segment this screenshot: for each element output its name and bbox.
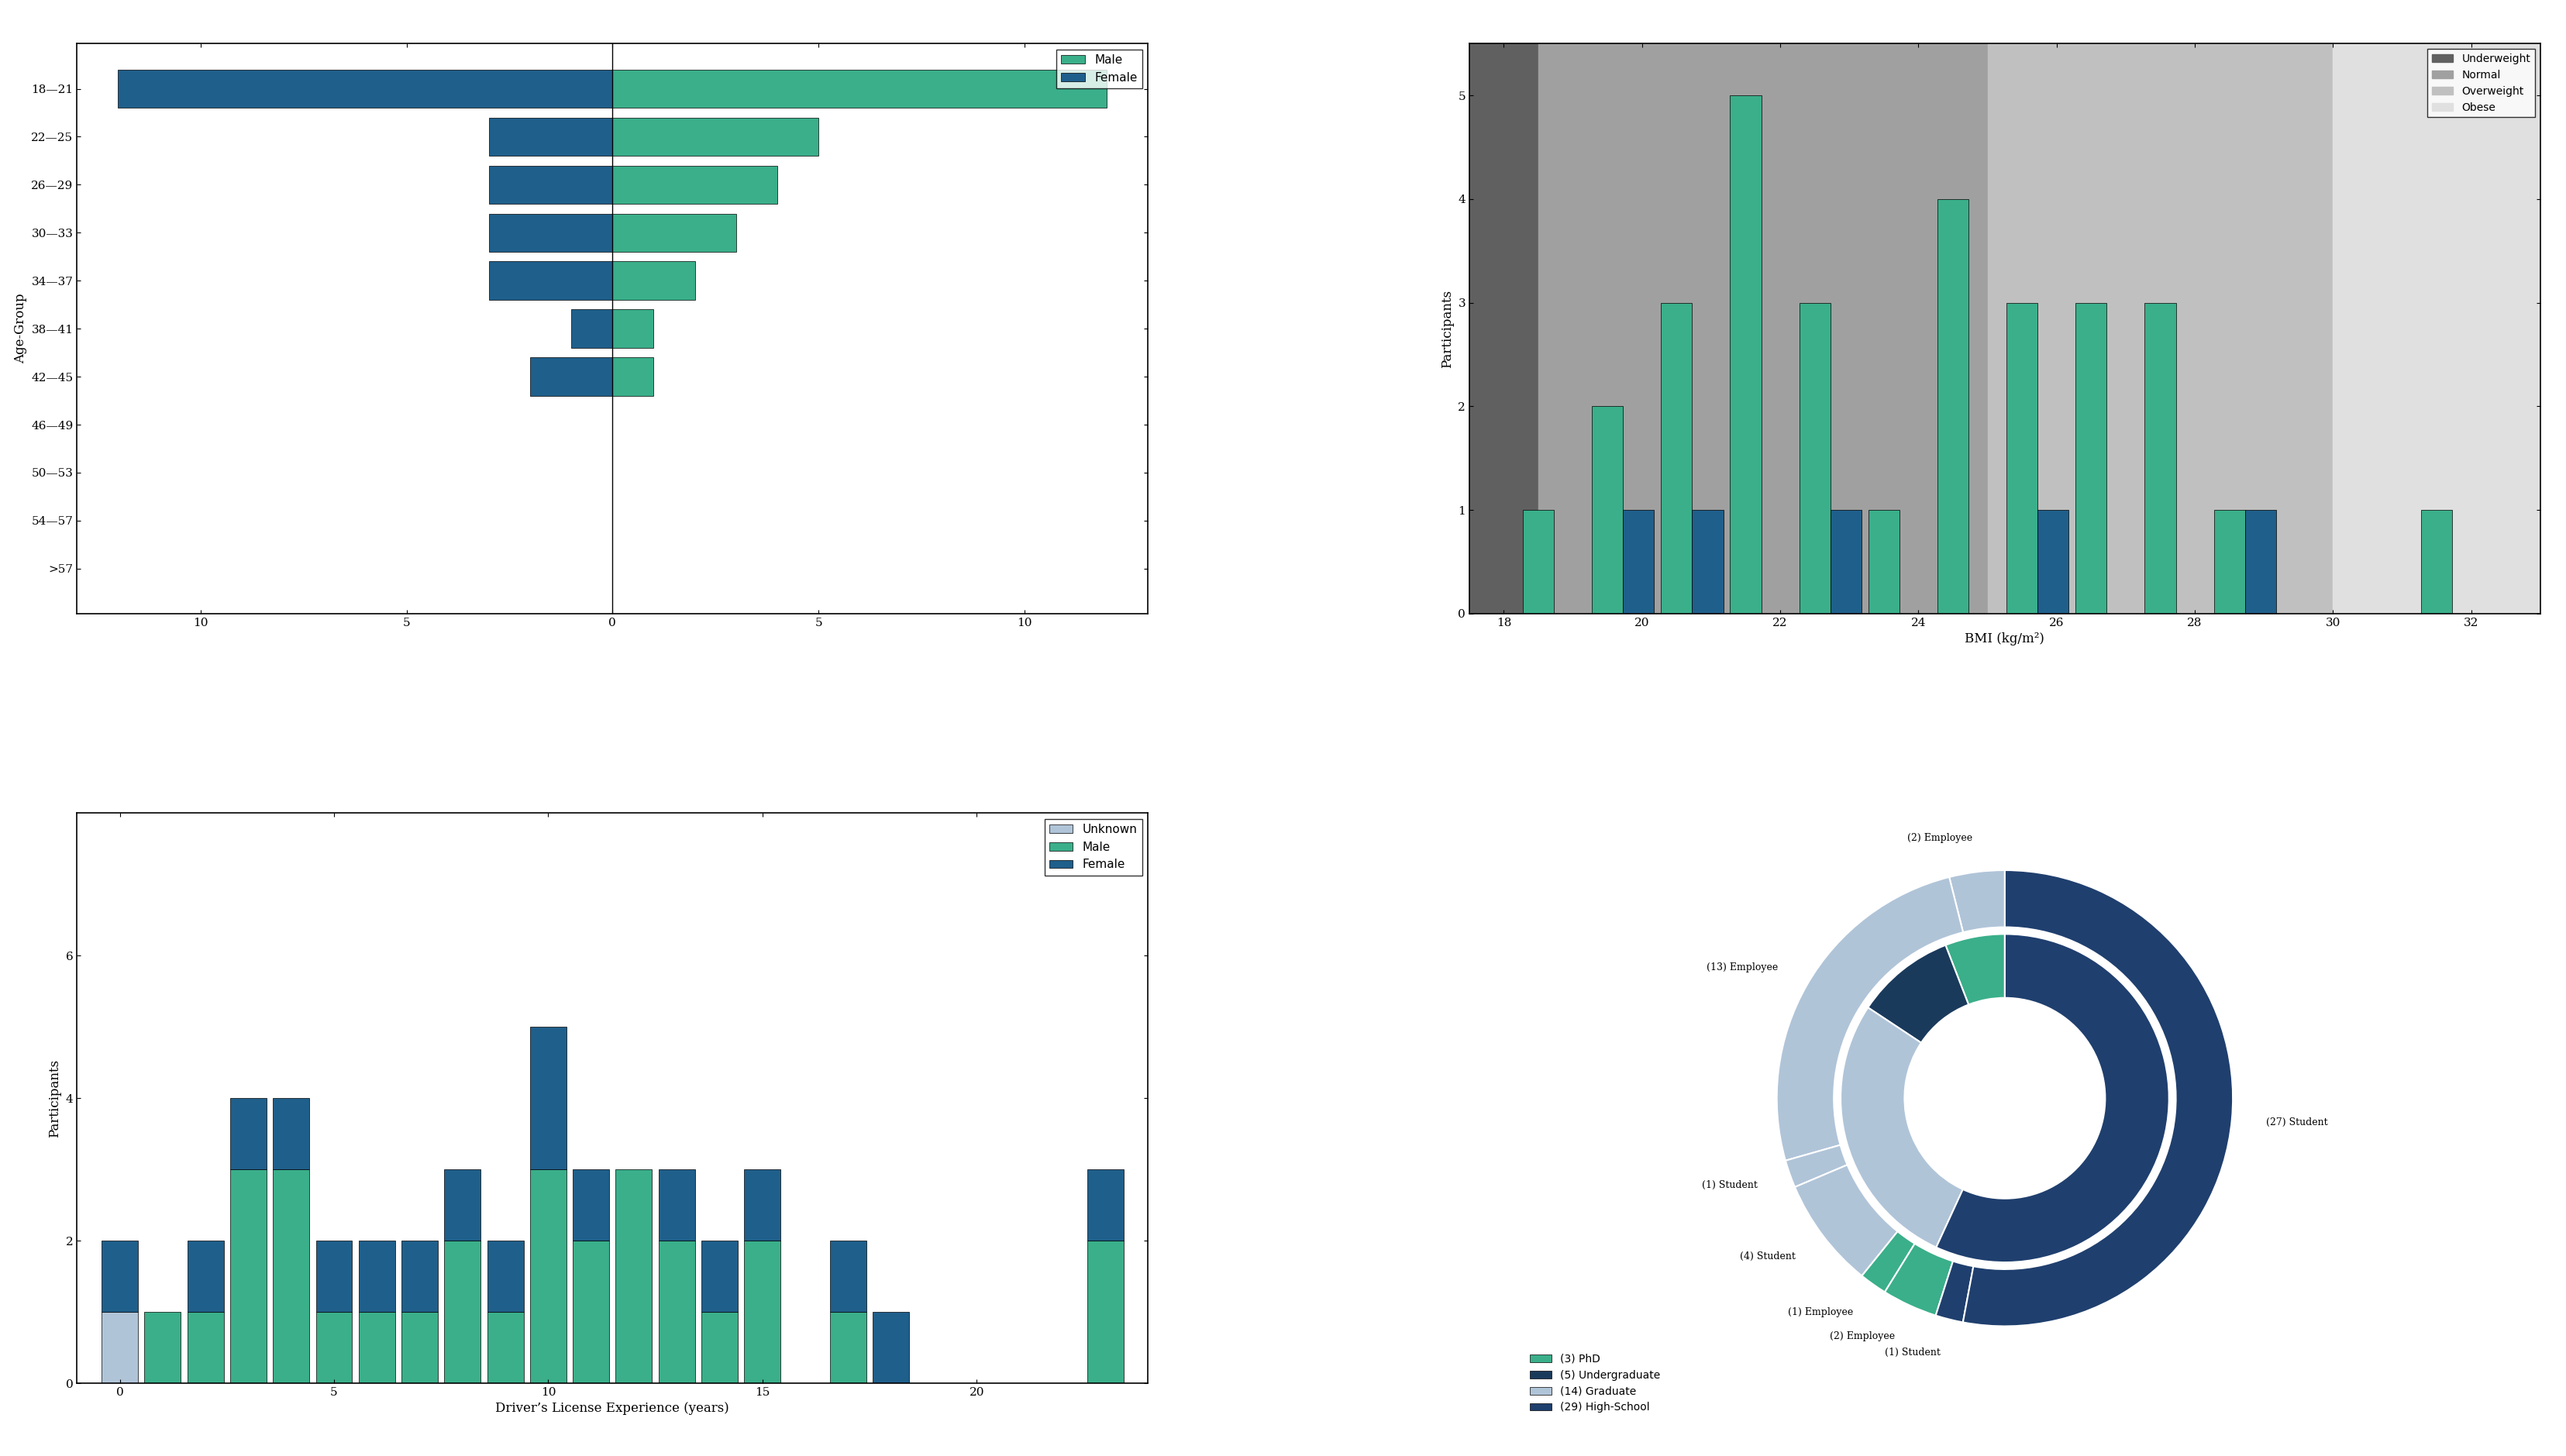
Bar bbox=[2422, 510, 2453, 613]
Bar bbox=[316, 1312, 352, 1383]
Bar bbox=[1830, 510, 1860, 613]
Bar bbox=[659, 1169, 695, 1241]
Bar bbox=[744, 1241, 780, 1383]
Bar bbox=[231, 1169, 267, 1383]
Bar bbox=[1989, 44, 2332, 613]
Bar bbox=[616, 1169, 652, 1383]
Bar bbox=[701, 1241, 739, 1312]
Bar bbox=[488, 1312, 523, 1383]
Wedge shape bbox=[1945, 935, 2004, 1005]
Text: (27) Student: (27) Student bbox=[2266, 1117, 2327, 1127]
Wedge shape bbox=[1786, 1144, 1848, 1187]
Legend: Male, Female: Male, Female bbox=[1057, 50, 1142, 89]
Wedge shape bbox=[1886, 1243, 1953, 1315]
Bar bbox=[701, 1312, 739, 1383]
Bar bbox=[490, 166, 613, 204]
Bar bbox=[118, 70, 613, 108]
Bar bbox=[613, 358, 654, 396]
Wedge shape bbox=[1794, 1165, 1899, 1275]
Bar bbox=[659, 1241, 695, 1383]
Bar bbox=[829, 1312, 867, 1383]
Bar bbox=[359, 1312, 395, 1383]
Bar bbox=[400, 1312, 439, 1383]
Bar bbox=[1591, 406, 1624, 613]
Bar bbox=[572, 310, 613, 348]
Bar bbox=[2214, 510, 2245, 613]
Bar bbox=[1088, 1169, 1124, 1241]
Bar bbox=[872, 1312, 908, 1383]
Wedge shape bbox=[1868, 945, 1968, 1042]
Bar bbox=[187, 1241, 223, 1312]
Bar bbox=[2007, 303, 2037, 613]
Bar bbox=[1868, 510, 1899, 613]
Bar bbox=[272, 1169, 310, 1383]
Bar bbox=[1470, 44, 1540, 613]
Bar bbox=[1937, 199, 1968, 613]
Bar bbox=[144, 1312, 180, 1383]
Bar bbox=[1088, 1241, 1124, 1383]
Text: (2) Employee: (2) Employee bbox=[1830, 1331, 1896, 1341]
Text: (1) Employee: (1) Employee bbox=[1789, 1307, 1853, 1318]
Wedge shape bbox=[1840, 1008, 1963, 1248]
Bar bbox=[613, 262, 695, 300]
Bar bbox=[613, 118, 819, 156]
Bar bbox=[2037, 510, 2068, 613]
Legend: Unknown, Male, Female: Unknown, Male, Female bbox=[1044, 820, 1142, 875]
Y-axis label: Age-Group: Age-Group bbox=[13, 294, 26, 364]
Bar bbox=[490, 118, 613, 156]
Text: (1) Student: (1) Student bbox=[1886, 1347, 1940, 1357]
Bar bbox=[2076, 303, 2107, 613]
Bar bbox=[1522, 510, 1555, 613]
Bar bbox=[613, 310, 654, 348]
Bar bbox=[2332, 44, 2540, 613]
Bar bbox=[531, 1169, 567, 1383]
Wedge shape bbox=[1776, 877, 1963, 1160]
Bar bbox=[1540, 44, 1989, 613]
Wedge shape bbox=[1935, 1261, 1973, 1322]
Wedge shape bbox=[1863, 1232, 1914, 1291]
Bar bbox=[613, 70, 1106, 108]
Bar bbox=[744, 1169, 780, 1241]
X-axis label: Driver’s License Experience (years): Driver’s License Experience (years) bbox=[495, 1402, 729, 1415]
Bar bbox=[400, 1241, 439, 1312]
Bar bbox=[1799, 303, 1830, 613]
Text: (2) Employee: (2) Employee bbox=[1907, 833, 1973, 843]
Bar bbox=[2145, 303, 2176, 613]
Bar bbox=[613, 166, 777, 204]
Bar bbox=[531, 358, 613, 396]
Text: (13) Employee: (13) Employee bbox=[1706, 962, 1778, 973]
Bar bbox=[829, 1241, 867, 1312]
Wedge shape bbox=[1937, 935, 2168, 1262]
Bar bbox=[103, 1241, 139, 1312]
Bar bbox=[490, 214, 613, 252]
Bar bbox=[444, 1169, 480, 1241]
Y-axis label: Participants: Participants bbox=[1440, 290, 1455, 368]
Bar bbox=[613, 214, 736, 252]
Bar bbox=[359, 1241, 395, 1312]
Bar bbox=[103, 1312, 139, 1383]
Bar bbox=[444, 1241, 480, 1383]
Bar bbox=[531, 1026, 567, 1169]
Bar bbox=[572, 1241, 608, 1383]
Bar bbox=[1660, 303, 1691, 613]
Bar bbox=[272, 1098, 310, 1169]
Bar bbox=[1691, 510, 1724, 613]
Bar bbox=[2245, 510, 2276, 613]
Bar bbox=[1624, 510, 1655, 613]
Bar bbox=[231, 1098, 267, 1169]
Bar bbox=[316, 1241, 352, 1312]
Text: (4) Student: (4) Student bbox=[1740, 1251, 1796, 1261]
Bar bbox=[187, 1312, 223, 1383]
X-axis label: BMI (kg/m²): BMI (kg/m²) bbox=[1966, 632, 2045, 646]
Wedge shape bbox=[1950, 871, 2004, 932]
Bar bbox=[1729, 96, 1760, 613]
Legend: (3) PhD, (5) Undergraduate, (14) Graduate, (29) High-School: (3) PhD, (5) Undergraduate, (14) Graduat… bbox=[1527, 1350, 1665, 1417]
Legend: Underweight, Normal, Overweight, Obese: Underweight, Normal, Overweight, Obese bbox=[2427, 50, 2535, 116]
Bar bbox=[572, 1169, 608, 1241]
Bar bbox=[488, 1241, 523, 1312]
Bar bbox=[490, 262, 613, 300]
Wedge shape bbox=[1963, 871, 2232, 1326]
Y-axis label: Participants: Participants bbox=[49, 1059, 62, 1137]
Text: (1) Student: (1) Student bbox=[1701, 1181, 1758, 1191]
